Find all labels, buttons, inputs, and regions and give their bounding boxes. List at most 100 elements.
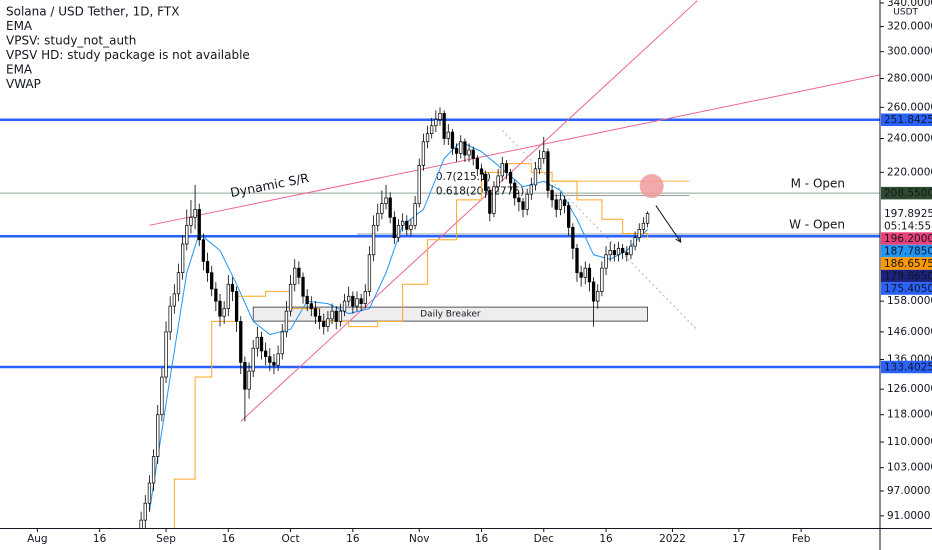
price-badge [881, 360, 932, 374]
candle-body [247, 370, 251, 390]
candle-body [317, 315, 322, 322]
price-badge [881, 207, 932, 233]
candle-body [454, 147, 459, 154]
x-tick-label: Feb [792, 533, 811, 545]
candle-body [400, 220, 405, 226]
candle-body [147, 482, 152, 504]
candle-body [180, 243, 185, 274]
candle-body [305, 295, 309, 304]
candle-body [355, 298, 359, 307]
candle-body [380, 203, 384, 214]
candle-body [226, 283, 230, 309]
candle-body [562, 199, 567, 206]
candle-body [301, 276, 305, 297]
candle-body [234, 291, 239, 322]
candle-body [492, 186, 496, 214]
candle-body [151, 456, 156, 484]
candle-body [264, 350, 268, 357]
candle-body [338, 310, 343, 322]
candle-body [442, 113, 446, 139]
candle-body [409, 224, 413, 230]
candle-body [575, 247, 579, 274]
price-badge [881, 244, 932, 258]
candle-body [537, 158, 542, 170]
candle-body [297, 267, 301, 278]
candle-body [425, 133, 430, 143]
price-badge-label: 251.8425 [884, 114, 932, 126]
candle-body [434, 119, 438, 127]
candle-body [288, 283, 293, 312]
y-tick-label: 260.0000 [887, 101, 932, 113]
candle-body [210, 272, 214, 290]
candle-body [160, 376, 164, 416]
candle-body [363, 291, 367, 304]
y-tick-label: 103.0000 [887, 462, 932, 474]
candle-body [583, 267, 587, 278]
price-badge [881, 232, 932, 245]
x-tick-label: Dec [534, 533, 555, 545]
candle-body [396, 224, 401, 239]
candle-body [189, 216, 193, 226]
candle-body [450, 131, 455, 149]
y-tick-label: 97.0000 [887, 485, 930, 497]
candle-body [280, 331, 284, 355]
y-tick-label: 126.0000 [887, 383, 932, 395]
level-text: W - Open [789, 217, 845, 231]
candle-body [438, 113, 442, 120]
price-badge-label: 187.7850 [884, 245, 932, 257]
x-tick-label: 16 [93, 533, 107, 545]
candle-body [268, 356, 272, 363]
candle-body [625, 252, 629, 256]
x-tick-label: Oct [281, 533, 299, 545]
candle-body [446, 131, 450, 139]
candle-body [347, 295, 351, 302]
candle-body [525, 193, 529, 210]
x-tick-label: Sep [156, 533, 176, 545]
candle-body [168, 305, 172, 333]
candle-body [517, 197, 521, 203]
candle-body [143, 502, 147, 521]
candle-body [172, 293, 176, 307]
candle-body [596, 291, 600, 302]
candle-body [276, 353, 280, 366]
candle-body [633, 237, 637, 247]
candle-body [600, 267, 604, 292]
arrow [655, 205, 682, 243]
candle-body [550, 190, 554, 201]
price-badge [881, 269, 932, 283]
x-tick-label: 16 [475, 533, 489, 545]
y-tick-label: 91.0000 [887, 510, 930, 522]
candle-body [496, 175, 500, 188]
candle-body [376, 212, 380, 226]
candle-body [521, 201, 525, 210]
candle-body [612, 250, 616, 256]
candle-body [459, 141, 463, 154]
candle-body [197, 209, 201, 241]
price-badge-sub: 05:14:55 [884, 220, 931, 232]
candle-body [164, 331, 168, 378]
candle-body [322, 321, 326, 327]
y-tick-label: 146.0000 [887, 326, 932, 338]
candle-body [239, 321, 243, 363]
candle-body [293, 267, 297, 285]
candle-body [388, 197, 392, 218]
y-tick-label: 320.0000 [887, 21, 932, 33]
candle-body [205, 261, 210, 274]
candle-body [330, 310, 334, 320]
x-tick-label: 16 [346, 533, 360, 545]
x-tick-label: 2022 [659, 533, 686, 545]
candle-body [591, 281, 596, 302]
y-tick-label: 240.0000 [887, 132, 932, 144]
legend-entry: EMA [6, 63, 33, 77]
candle-body [421, 141, 426, 166]
annotation: Dynamic S/R [229, 170, 311, 200]
candle-body [430, 125, 434, 135]
price-badge [881, 186, 932, 200]
indicator-line [173, 163, 649, 528]
candle-body [259, 336, 264, 352]
candle-body [616, 247, 621, 256]
candle-body [641, 222, 646, 230]
candle-body [463, 141, 467, 156]
